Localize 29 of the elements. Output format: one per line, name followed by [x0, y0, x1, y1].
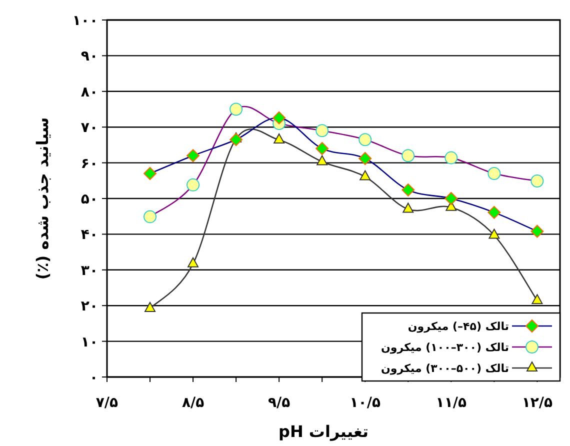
- point: [144, 302, 156, 312]
- x-tick-label: ۸/۵: [182, 395, 205, 411]
- y-axis-title: سیانید جذب شده (٪): [33, 117, 52, 280]
- y-tick-label: ۰: [89, 370, 98, 386]
- x-axis-title: تغییرات pH: [278, 422, 369, 441]
- x-tick-label: ۷/۵: [96, 395, 119, 411]
- y-tick-label: ۹۰: [80, 48, 98, 65]
- point: [360, 170, 371, 180]
- y-tick-label: ۶۰: [80, 156, 98, 172]
- y-tick-label: ۴۰: [80, 227, 98, 244]
- y-tick-label: ۲۰: [80, 298, 98, 315]
- y-tick-label: ۱۰: [80, 334, 98, 350]
- legend-label: تالک (۵۰۰–۳۰۰) میکرون: [381, 362, 509, 375]
- y-tick-label: ۷۰: [80, 120, 98, 136]
- y-tick-label: ۸۰: [80, 84, 98, 100]
- y-tick-label: ۳۰: [80, 262, 98, 279]
- legend-label: تالک (۴۵–) میکرون: [408, 320, 509, 333]
- point: [488, 228, 500, 239]
- y-tick-label: ۱۰۰: [72, 13, 98, 29]
- x-tick-label: ۱۱/۵: [436, 395, 467, 411]
- point: [402, 202, 414, 213]
- point: [188, 257, 199, 268]
- legend-label: تالک (۳۰۰–۱۰۰) میکرون: [381, 341, 509, 354]
- x-tick-label: ۱۲/۵: [522, 395, 554, 411]
- x-tick-label: ۱۰/۵: [350, 395, 381, 411]
- x-tick-label: ۹/۵: [268, 395, 291, 411]
- y-tick-label: ۵۰: [80, 192, 98, 208]
- point: [532, 294, 543, 304]
- point: [316, 155, 328, 166]
